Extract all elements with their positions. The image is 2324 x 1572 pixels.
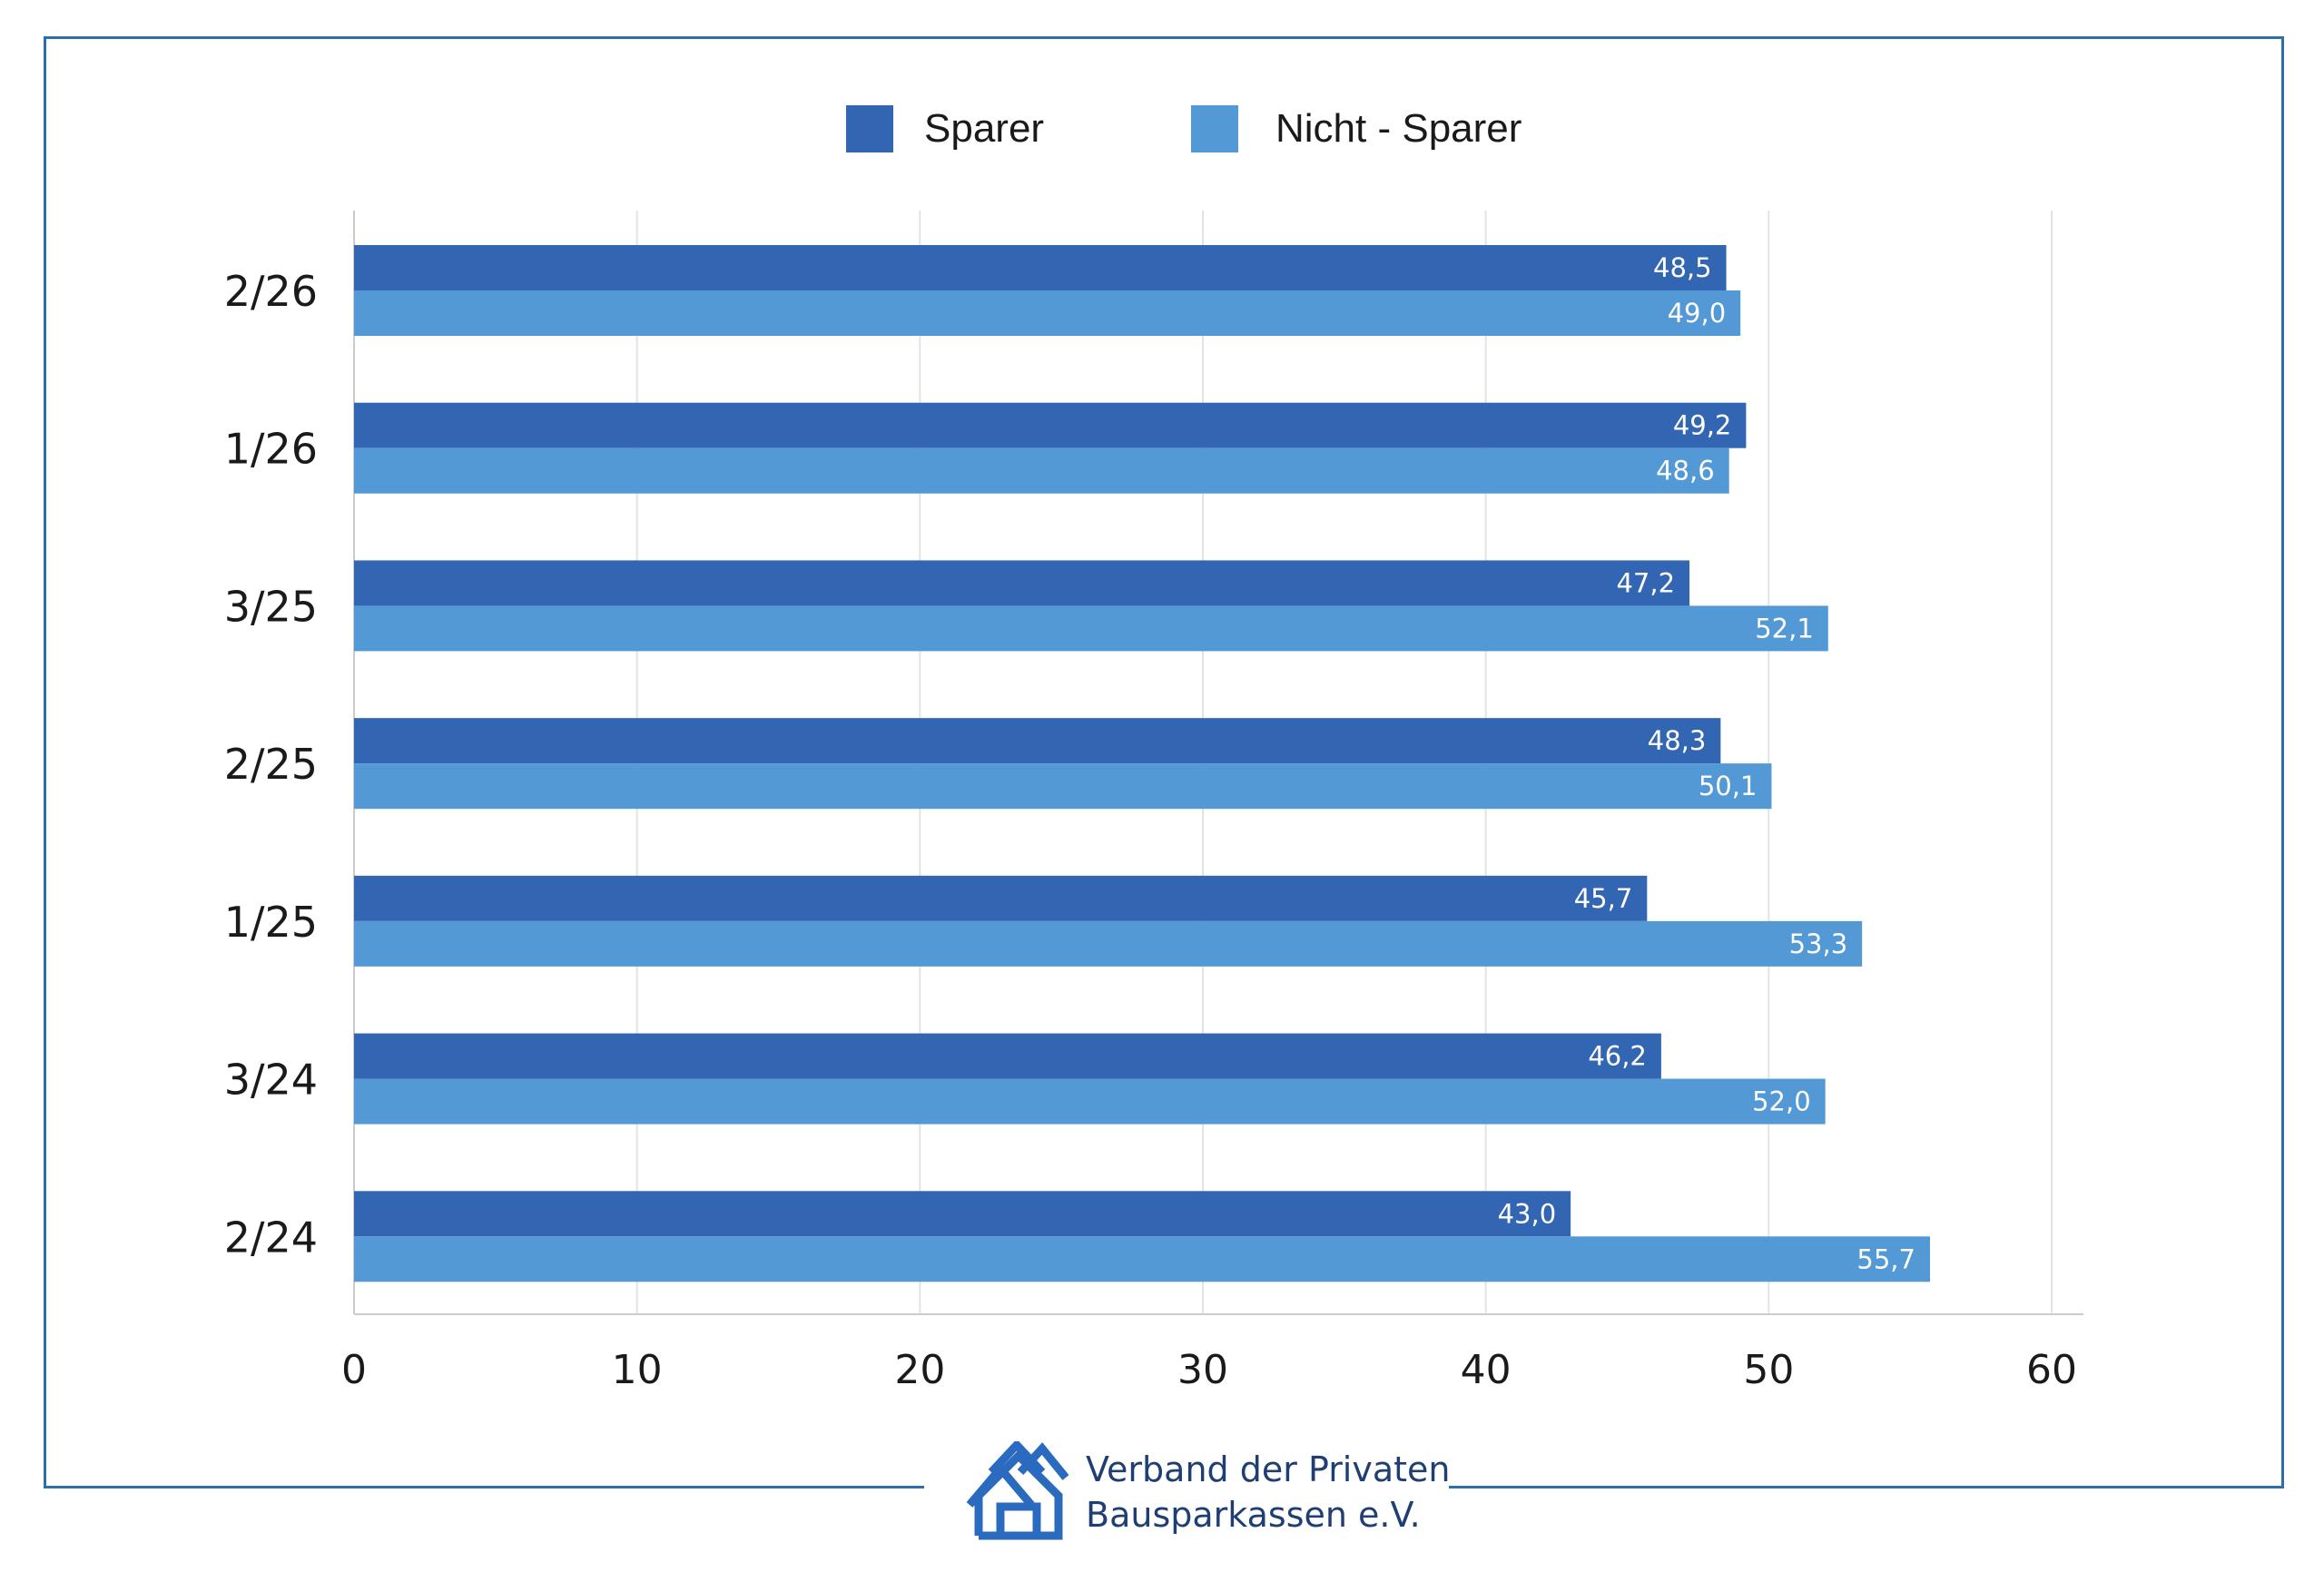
legend-label: Sparer xyxy=(924,106,1044,151)
category-label: 2/26 xyxy=(224,267,318,316)
legend: Sparer Nicht - Sparer xyxy=(846,105,1521,152)
bar-sparer xyxy=(354,718,1721,764)
category-label: 2/24 xyxy=(224,1213,318,1262)
legend-swatch xyxy=(846,105,893,152)
category-label: 2/25 xyxy=(224,740,318,789)
tick-label: 40 xyxy=(1461,1347,1512,1393)
bar-sparer xyxy=(354,560,1690,606)
bar-nicht-sparer xyxy=(354,605,1828,652)
category-label: 3/24 xyxy=(224,1056,318,1105)
data-label: 47,2 xyxy=(1616,567,1675,598)
bar-nicht-sparer xyxy=(354,447,1729,494)
house-icon xyxy=(966,1439,1069,1540)
org-name: Verband der Privaten Bausparkassen e.V. xyxy=(1086,1447,1451,1538)
tick-label: 30 xyxy=(1177,1347,1228,1393)
legend-swatch xyxy=(1191,105,1238,152)
x-axis-ticks: 0 10 20 30 40 50 60 xyxy=(341,1347,2077,1393)
tick-label: 0 xyxy=(341,1347,367,1393)
bar-sparer xyxy=(354,245,1727,290)
category-label: 1/26 xyxy=(224,425,318,474)
footer-logo: Verband der Privaten Bausparkassen e.V. xyxy=(964,1439,1451,1541)
bar-nicht-sparer xyxy=(354,1078,1826,1125)
bars: 48,5 49,0 49,2 48,6 47,2 52,1 48,3 50,1 45,7 53,3… xyxy=(354,245,1930,1282)
category-labels: 2/26 1/26 3/25 2/25 1/25 3/24 2/24 xyxy=(224,267,318,1262)
legend-label: Nicht - Sparer xyxy=(1275,106,1521,151)
data-label: 55,7 xyxy=(1856,1243,1915,1274)
tick-label: 50 xyxy=(1743,1347,1794,1393)
data-label: 43,0 xyxy=(1498,1198,1557,1229)
category-label: 3/25 xyxy=(224,582,318,631)
bar-nicht-sparer xyxy=(354,290,1741,336)
tick-label: 20 xyxy=(894,1347,945,1393)
org-name-line1: Verband der Privaten xyxy=(1086,1449,1451,1489)
tick-label: 60 xyxy=(2026,1347,2077,1393)
bar-sparer xyxy=(354,875,1648,921)
data-label: 52,0 xyxy=(1752,1086,1811,1117)
bar-nicht-sparer xyxy=(354,763,1772,810)
data-label: 48,6 xyxy=(1656,456,1715,486)
data-label: 49,0 xyxy=(1668,298,1727,329)
gridlines xyxy=(353,211,2083,1315)
data-label: 48,5 xyxy=(1653,252,1712,283)
data-label: 46,2 xyxy=(1588,1041,1647,1072)
org-name-line2: Bausparkassen e.V. xyxy=(1086,1495,1421,1535)
data-label: 50,1 xyxy=(1699,771,1758,801)
category-label: 1/25 xyxy=(224,898,318,947)
bar-sparer xyxy=(354,1033,1661,1079)
data-label: 45,7 xyxy=(1574,883,1633,914)
bar-nicht-sparer xyxy=(354,1236,1930,1282)
bar-sparer xyxy=(354,402,1747,448)
data-label: 49,2 xyxy=(1673,410,1732,441)
data-label: 52,1 xyxy=(1755,613,1814,644)
bar-sparer xyxy=(354,1191,1571,1237)
tick-label: 10 xyxy=(612,1347,663,1393)
bar-nicht-sparer xyxy=(354,920,1863,967)
data-label: 53,3 xyxy=(1789,928,1848,959)
data-label: 48,3 xyxy=(1648,725,1707,756)
